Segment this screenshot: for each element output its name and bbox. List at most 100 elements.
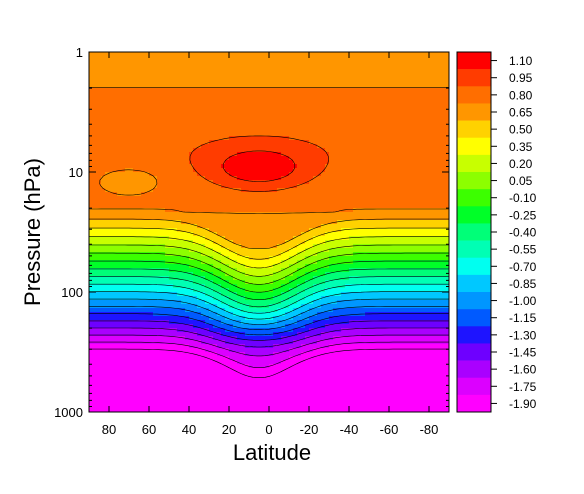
contour-cell [249, 124, 254, 129]
contour-cell [345, 192, 350, 197]
contour-cell [201, 224, 206, 229]
contour-cell [337, 84, 342, 89]
contour-cell [209, 176, 214, 181]
contour-cell [437, 56, 442, 61]
contour-cell [269, 240, 274, 245]
contour-cell [421, 216, 426, 221]
contour-cell [317, 68, 322, 73]
contour-cell [289, 128, 294, 133]
contour-cell [113, 80, 118, 85]
contour-cell [233, 88, 238, 93]
contour-cell [185, 136, 190, 141]
contour-cell [437, 72, 442, 77]
contour-cell [157, 188, 162, 193]
contour-cell [89, 124, 94, 129]
contour-cell [217, 204, 222, 209]
contour-cell [333, 156, 338, 161]
contour-cell [301, 192, 306, 197]
contour-cell [333, 240, 338, 245]
contour-cell [201, 272, 206, 277]
contour-cell [249, 240, 254, 245]
contour-cell [225, 180, 230, 185]
contour-cell [209, 100, 214, 105]
contour-cell [249, 188, 254, 193]
contour-cell [441, 52, 446, 57]
contour-cell [161, 108, 166, 113]
contour-cell [353, 236, 358, 241]
contour-cell [193, 228, 198, 233]
contour-cell [173, 100, 178, 105]
contour-cell [209, 140, 214, 145]
contour-cell [377, 72, 382, 77]
contour-cell [249, 224, 254, 229]
contour-cell [357, 60, 362, 65]
contour-cell [313, 140, 318, 145]
contour-cell [213, 164, 218, 169]
contour-cell [305, 268, 310, 273]
contour-cell [225, 216, 230, 221]
contour-cell [317, 256, 322, 261]
contour-cell [157, 204, 162, 209]
contour-cell [413, 204, 418, 209]
contour-cell [373, 108, 378, 113]
contour-cell [121, 128, 126, 133]
contour-cell [381, 252, 386, 257]
contour-cell [213, 100, 218, 105]
contour-cell [429, 188, 434, 193]
contour-cell [365, 136, 370, 141]
contour-cell [281, 256, 286, 261]
contour-cell [205, 180, 210, 185]
contour-cell [373, 136, 378, 141]
contour-cell [257, 232, 262, 237]
contour-cell [317, 108, 322, 113]
contour-cell [265, 56, 270, 61]
contour-cell [369, 148, 374, 153]
contour-cell [441, 124, 446, 129]
contour-cell [157, 176, 162, 181]
contour-cell [333, 188, 338, 193]
contour-cell [293, 200, 298, 205]
contour-cell [261, 172, 266, 177]
contour-cell [221, 156, 226, 161]
contour-cell [113, 72, 118, 77]
contour-cell [393, 152, 398, 157]
contour-cell [161, 224, 166, 229]
contour-cell [289, 156, 294, 161]
contour-cell [321, 224, 326, 229]
contour-cell [129, 68, 134, 73]
contour-cell [273, 68, 278, 73]
contour-cell [237, 120, 242, 125]
contour-cell [401, 88, 406, 93]
contour-cell [301, 180, 306, 185]
contour-cell [389, 80, 394, 85]
contour-cell [237, 132, 242, 137]
contour-cell [221, 96, 226, 101]
contour-cell [369, 244, 374, 249]
contour-cell [173, 240, 178, 245]
contour-cell [365, 120, 370, 125]
contour-cell [225, 176, 230, 181]
contour-cell [369, 144, 374, 149]
contour-cell [381, 124, 386, 129]
contour-cell [425, 140, 430, 145]
contour-cell [209, 144, 214, 149]
contour-cell [401, 204, 406, 209]
contour-cell [229, 212, 234, 217]
contour-cell [357, 124, 362, 129]
contour-cell [189, 224, 194, 229]
contour-cell [197, 176, 202, 181]
contour-cell [137, 224, 142, 229]
contour-cell [173, 56, 178, 61]
contour-cell [93, 176, 98, 181]
contour-cell [277, 164, 282, 169]
contour-cell [257, 172, 262, 177]
contour-cell [217, 120, 222, 125]
contour-cell [229, 180, 234, 185]
contour-cell [93, 144, 98, 149]
contour-cell [353, 216, 358, 221]
contour-cell [409, 72, 414, 77]
contour-cell [445, 108, 449, 113]
contour-cell [105, 136, 110, 141]
contour-cell [221, 152, 226, 157]
contour-cell [125, 136, 130, 141]
